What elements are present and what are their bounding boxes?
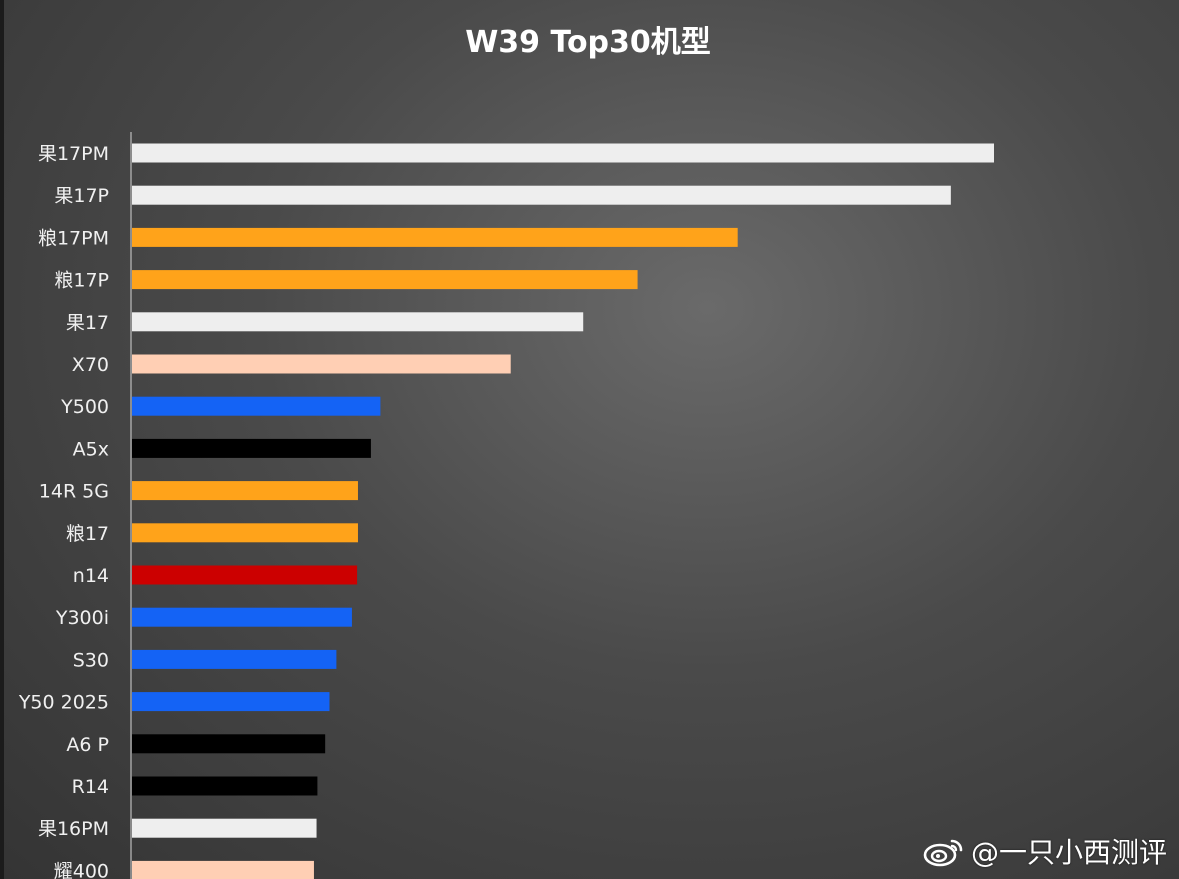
bar-8 <box>132 438 371 458</box>
category-label-7: Y500 <box>60 396 109 418</box>
category-label-14: Y50 2025 <box>18 692 109 714</box>
chart-title: W39 Top30机型 <box>465 25 711 60</box>
bar-7 <box>132 396 381 416</box>
bars-group <box>132 143 994 879</box>
bar-1 <box>132 143 994 163</box>
category-label-17: 果16PM <box>38 818 109 840</box>
bar-6 <box>132 354 511 374</box>
category-label-15: A6 P <box>66 734 109 756</box>
category-label-16: R14 <box>72 776 109 798</box>
category-label-11: n14 <box>73 565 109 587</box>
category-label-18: 耀400 <box>54 860 109 879</box>
watermark: @一只小西测评 <box>923 831 1167 871</box>
bar-14 <box>132 692 330 712</box>
category-label-3: 粮17PM <box>38 227 109 249</box>
bar-9 <box>132 481 358 501</box>
bar-3 <box>132 227 738 247</box>
bar-5 <box>132 312 584 332</box>
category-labels-group: 果17PM 果17P 粮17PM 粮17P 果17 X70 Y500 A5x 14R 5G 粮17… <box>18 143 109 879</box>
category-label-10: 粮17 <box>66 523 109 545</box>
image-left-border <box>0 0 4 879</box>
bar-16 <box>132 776 318 796</box>
weibo-icon <box>923 839 963 867</box>
category-label-5: 果17 <box>66 312 109 334</box>
category-label-12: Y300i <box>55 607 109 629</box>
bar-18 <box>132 860 314 879</box>
bar-15 <box>132 734 326 754</box>
watermark-text: @一只小西测评 <box>970 836 1167 869</box>
bar-2 <box>132 185 951 205</box>
bar-11 <box>132 565 358 585</box>
bar-10 <box>132 523 358 543</box>
bar-12 <box>132 607 352 627</box>
category-label-1: 果17PM <box>38 143 109 165</box>
category-label-6: X70 <box>72 354 109 376</box>
category-label-4: 粮17P <box>54 270 109 292</box>
category-label-8: A5x <box>73 438 109 460</box>
bar-4 <box>132 270 638 290</box>
category-label-13: S30 <box>73 649 109 671</box>
category-label-2: 果17P <box>54 185 109 207</box>
bar-17 <box>132 818 317 838</box>
bar-13 <box>132 649 337 669</box>
category-label-9: 14R 5G <box>39 481 109 503</box>
